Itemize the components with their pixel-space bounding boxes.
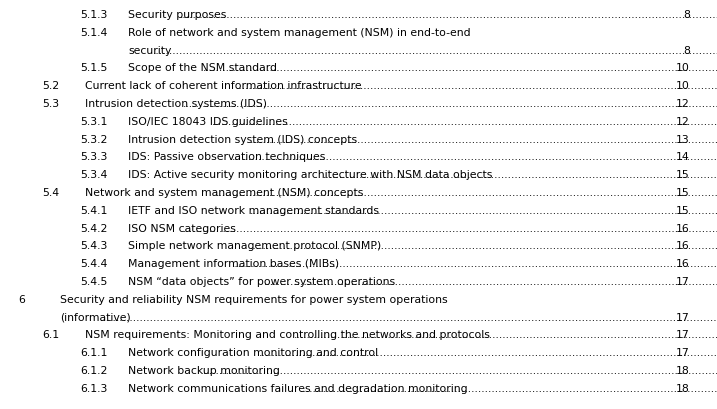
Text: security: security xyxy=(128,45,171,56)
Text: IDS: Passive observation techniques: IDS: Passive observation techniques xyxy=(128,152,326,162)
Text: 6.1.2: 6.1.2 xyxy=(80,365,108,375)
Text: 12: 12 xyxy=(676,117,690,126)
Text: Intrusion detection system (IDS) concepts: Intrusion detection system (IDS) concept… xyxy=(128,134,357,144)
Text: 5.3.1: 5.3.1 xyxy=(80,117,108,126)
Text: 5.2: 5.2 xyxy=(42,81,59,91)
Text: 15: 15 xyxy=(676,170,690,180)
Text: 5.3.2: 5.3.2 xyxy=(80,134,108,144)
Text: NSM “data objects” for power system operations: NSM “data objects” for power system oper… xyxy=(128,276,395,286)
Text: ................................................................................: ........................................… xyxy=(295,330,717,339)
Text: Security and reliability NSM requirements for power system operations: Security and reliability NSM requirement… xyxy=(60,294,447,304)
Text: ................................................................................: ........................................… xyxy=(232,152,717,162)
Text: 6.1.1: 6.1.1 xyxy=(80,347,108,357)
Text: ................................................................................: ........................................… xyxy=(236,81,717,91)
Text: 5.3.4: 5.3.4 xyxy=(80,170,108,180)
Text: 5.1.4: 5.1.4 xyxy=(80,28,108,38)
Text: Current lack of coherent information infrastructure: Current lack of coherent information inf… xyxy=(85,81,361,91)
Text: ................................................................................: ........................................… xyxy=(216,188,717,198)
Text: 17: 17 xyxy=(676,312,690,322)
Text: Network backup monitoring: Network backup monitoring xyxy=(128,365,280,375)
Text: ................................................................................: ........................................… xyxy=(250,241,717,251)
Text: ................................................................................: ........................................… xyxy=(323,170,717,180)
Text: 6.1.3: 6.1.3 xyxy=(80,383,108,393)
Text: 15: 15 xyxy=(676,188,690,198)
Text: Network configuration monitoring and control: Network configuration monitoring and con… xyxy=(128,347,378,357)
Text: ................................................................................: ........................................… xyxy=(183,223,717,233)
Text: 6: 6 xyxy=(18,294,25,304)
Text: Role of network and system management (NSM) in end-to-end: Role of network and system management (N… xyxy=(128,28,470,38)
Text: Simple network management protocol (SNMP): Simple network management protocol (SNMP… xyxy=(128,241,381,251)
Text: 10: 10 xyxy=(676,63,690,73)
Text: 5.1.3: 5.1.3 xyxy=(80,10,108,20)
Text: Management information bases (MIBs): Management information bases (MIBs) xyxy=(128,258,339,269)
Text: ISO/IEC 18043 IDS guidelines: ISO/IEC 18043 IDS guidelines xyxy=(128,117,288,126)
Text: ................................................................................: ........................................… xyxy=(212,117,717,126)
Text: 5.1.5: 5.1.5 xyxy=(80,63,108,73)
Text: 5.4.5: 5.4.5 xyxy=(80,276,108,286)
Text: Intrusion detection systems (IDS): Intrusion detection systems (IDS) xyxy=(85,99,267,109)
Text: 5.3.3: 5.3.3 xyxy=(80,152,108,162)
Text: 5.4.2: 5.4.2 xyxy=(80,223,108,233)
Text: 16: 16 xyxy=(676,241,690,251)
Text: 8: 8 xyxy=(683,10,690,20)
Text: (informative): (informative) xyxy=(60,312,130,322)
Text: NSM requirements: Monitoring and controlling the networks and protocols: NSM requirements: Monitoring and control… xyxy=(85,330,490,339)
Text: 12: 12 xyxy=(676,99,690,109)
Text: 5.4.1: 5.4.1 xyxy=(80,205,108,215)
Text: ................................................................................: ........................................… xyxy=(300,383,717,393)
Text: ................................................................................: ........................................… xyxy=(203,63,717,73)
Text: 16: 16 xyxy=(676,258,690,269)
Text: 17: 17 xyxy=(676,330,690,339)
Text: Scope of the NSM standard: Scope of the NSM standard xyxy=(128,63,277,73)
Text: 13: 13 xyxy=(676,134,690,144)
Text: Security purposes: Security purposes xyxy=(128,10,227,20)
Text: 17: 17 xyxy=(676,347,690,357)
Text: ................................................................................: ........................................… xyxy=(250,205,717,215)
Text: ................................................................................: ........................................… xyxy=(180,10,717,20)
Text: 18: 18 xyxy=(676,383,690,393)
Text: 6.1: 6.1 xyxy=(42,330,59,339)
Text: ................................................................................: ........................................… xyxy=(153,45,717,56)
Text: 8: 8 xyxy=(683,45,690,56)
Text: 14: 14 xyxy=(676,152,690,162)
Text: 5.3: 5.3 xyxy=(42,99,59,109)
Text: ................................................................................: ........................................… xyxy=(265,276,717,286)
Text: ................................................................................: ........................................… xyxy=(100,312,717,322)
Text: ................................................................................: ........................................… xyxy=(184,99,717,109)
Text: ................................................................................: ........................................… xyxy=(232,258,717,269)
Text: Network and system management (NSM) concepts: Network and system management (NSM) conc… xyxy=(85,188,364,198)
Text: 17: 17 xyxy=(676,276,690,286)
Text: 5.4.3: 5.4.3 xyxy=(80,241,108,251)
Text: ................................................................................: ........................................… xyxy=(250,134,717,144)
Text: 10: 10 xyxy=(676,81,690,91)
Text: 5.4.4: 5.4.4 xyxy=(80,258,108,269)
Text: 16: 16 xyxy=(676,223,690,233)
Text: ................................................................................: ........................................… xyxy=(259,347,717,357)
Text: ISO NSM categories: ISO NSM categories xyxy=(128,223,236,233)
Text: IDS: Active security monitoring architecture with NSM data objects: IDS: Active security monitoring architec… xyxy=(128,170,493,180)
Text: 15: 15 xyxy=(676,205,690,215)
Text: 18: 18 xyxy=(676,365,690,375)
Text: 5.4: 5.4 xyxy=(42,188,59,198)
Text: IETF and ISO network management standards: IETF and ISO network management standard… xyxy=(128,205,379,215)
Text: ................................................................................: ........................................… xyxy=(203,365,717,375)
Text: Network communications failures and degradation monitoring: Network communications failures and degr… xyxy=(128,383,467,393)
